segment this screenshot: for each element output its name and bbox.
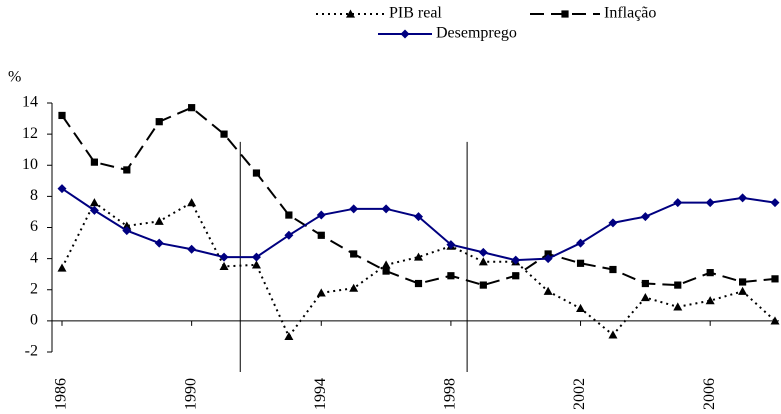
data-point (154, 238, 164, 248)
data-point (58, 111, 66, 120)
data-point (251, 252, 261, 262)
data-point (479, 281, 487, 289)
data-point (122, 221, 132, 230)
series-line (61, 106, 776, 287)
data-point (285, 211, 293, 219)
data-point (349, 204, 359, 214)
y-tick-label: 0 (30, 312, 38, 329)
data-point (738, 286, 748, 295)
data-point (706, 269, 714, 277)
data-point (511, 255, 521, 265)
data-point (220, 130, 228, 138)
data-point (349, 283, 359, 292)
data-point (155, 118, 163, 126)
data-point (123, 166, 131, 174)
x-tick-label: 1990 (182, 378, 199, 410)
data-point (478, 247, 488, 257)
data-point (641, 279, 649, 288)
y-tick-label: 6 (30, 218, 38, 235)
data-point (219, 261, 229, 271)
data-point (543, 286, 553, 295)
data-point (350, 250, 358, 258)
y-tick-label: 8 (30, 187, 38, 204)
legend-label: PIB real (389, 5, 442, 22)
data-point (576, 303, 586, 313)
x-tick-label: 1986 (53, 378, 70, 410)
data-point (640, 212, 650, 222)
data-point (414, 252, 423, 261)
data-point (381, 260, 391, 269)
data-point (447, 272, 455, 280)
legend-marker (346, 9, 355, 18)
y-axis-label: % (8, 69, 21, 86)
data-point (705, 198, 715, 208)
data-point (673, 198, 683, 208)
legend-label: Inflação (604, 5, 656, 22)
y-tick-label: -2 (25, 343, 38, 360)
data-point (738, 193, 748, 203)
data-point (187, 244, 197, 254)
data-point (544, 250, 552, 258)
data-point (478, 257, 488, 266)
data-point (317, 231, 325, 239)
legend-label: Desemprego (436, 25, 517, 42)
data-point (57, 184, 67, 194)
data-point (219, 252, 229, 262)
data-point (608, 330, 618, 339)
data-point (188, 104, 196, 112)
x-tick-label: 2006 (701, 378, 718, 410)
series-line (61, 187, 776, 262)
x-tick-label: 2002 (571, 378, 588, 410)
data-point (673, 302, 683, 311)
y-tick-label: 10 (22, 156, 38, 173)
data-point (251, 260, 261, 269)
x-tick-label: 1994 (312, 378, 329, 410)
legend-marker (400, 29, 410, 39)
data-point (252, 169, 261, 177)
data-point (89, 198, 99, 207)
data-point (316, 288, 326, 297)
data-point (381, 204, 391, 214)
data-point (187, 198, 197, 207)
data-point (89, 205, 99, 215)
y-tick-label: 2 (30, 280, 38, 297)
data-point (512, 272, 520, 280)
data-point (90, 158, 99, 166)
data-point (284, 331, 294, 341)
data-point (414, 212, 423, 222)
data-point (57, 263, 67, 272)
y-tick-label: 4 (30, 249, 38, 266)
data-point (609, 265, 617, 274)
data-point (316, 210, 326, 220)
series-line (61, 201, 776, 339)
data-point (154, 216, 164, 225)
data-point (770, 198, 780, 208)
data-point (771, 275, 779, 283)
data-point (122, 226, 132, 236)
data-point (576, 259, 585, 267)
data-point (705, 296, 715, 305)
data-point (770, 316, 780, 325)
data-point (414, 279, 423, 288)
data-point (674, 281, 682, 289)
legend-marker (561, 10, 569, 18)
data-point (738, 278, 747, 286)
data-point (608, 218, 618, 228)
y-tick-label: 12 (22, 125, 38, 142)
data-point (284, 230, 294, 240)
x-tick-label: 1998 (442, 378, 459, 410)
y-tick-label: 14 (22, 94, 38, 111)
data-point (382, 267, 390, 275)
data-point (640, 293, 650, 302)
data-point (576, 238, 586, 248)
data-point (446, 240, 456, 250)
data-point (543, 254, 553, 264)
